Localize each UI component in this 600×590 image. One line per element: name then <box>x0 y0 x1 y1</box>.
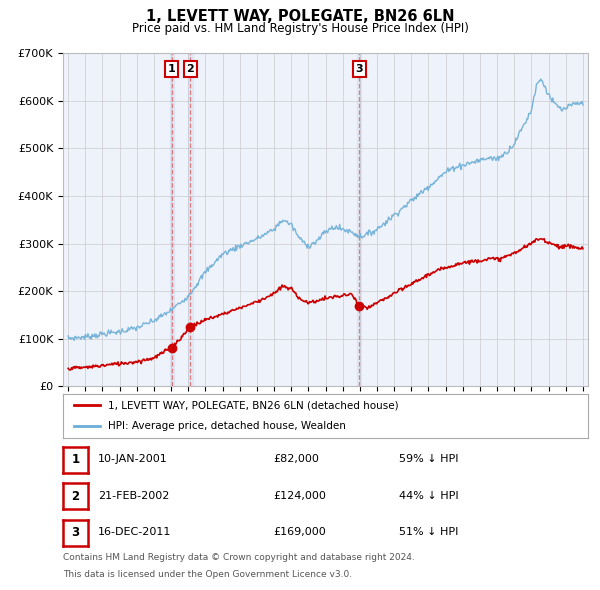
Text: HPI: Average price, detached house, Wealden: HPI: Average price, detached house, Weal… <box>107 421 346 431</box>
Bar <box>188 53 193 386</box>
Text: 1: 1 <box>168 64 176 74</box>
Text: 51% ↓ HPI: 51% ↓ HPI <box>399 527 458 537</box>
Text: £124,000: £124,000 <box>273 491 326 500</box>
Text: 1, LEVETT WAY, POLEGATE, BN26 6LN (detached house): 1, LEVETT WAY, POLEGATE, BN26 6LN (detac… <box>107 401 398 411</box>
Text: 3: 3 <box>71 526 80 539</box>
Text: 2: 2 <box>187 64 194 74</box>
Text: This data is licensed under the Open Government Licence v3.0.: This data is licensed under the Open Gov… <box>63 570 352 579</box>
Text: 1, LEVETT WAY, POLEGATE, BN26 6LN: 1, LEVETT WAY, POLEGATE, BN26 6LN <box>146 9 454 24</box>
Bar <box>170 53 174 386</box>
Text: 10-JAN-2001: 10-JAN-2001 <box>98 454 167 464</box>
Text: £82,000: £82,000 <box>273 454 319 464</box>
Bar <box>357 53 361 386</box>
Text: Contains HM Land Registry data © Crown copyright and database right 2024.: Contains HM Land Registry data © Crown c… <box>63 553 415 562</box>
Text: £169,000: £169,000 <box>273 527 326 537</box>
Text: 16-DEC-2011: 16-DEC-2011 <box>98 527 171 537</box>
Text: 44% ↓ HPI: 44% ↓ HPI <box>399 491 458 500</box>
Text: 1: 1 <box>71 453 80 466</box>
Text: 2: 2 <box>71 490 80 503</box>
Text: 59% ↓ HPI: 59% ↓ HPI <box>399 454 458 464</box>
Text: 3: 3 <box>355 64 363 74</box>
Text: 21-FEB-2002: 21-FEB-2002 <box>98 491 169 500</box>
Text: Price paid vs. HM Land Registry's House Price Index (HPI): Price paid vs. HM Land Registry's House … <box>131 22 469 35</box>
